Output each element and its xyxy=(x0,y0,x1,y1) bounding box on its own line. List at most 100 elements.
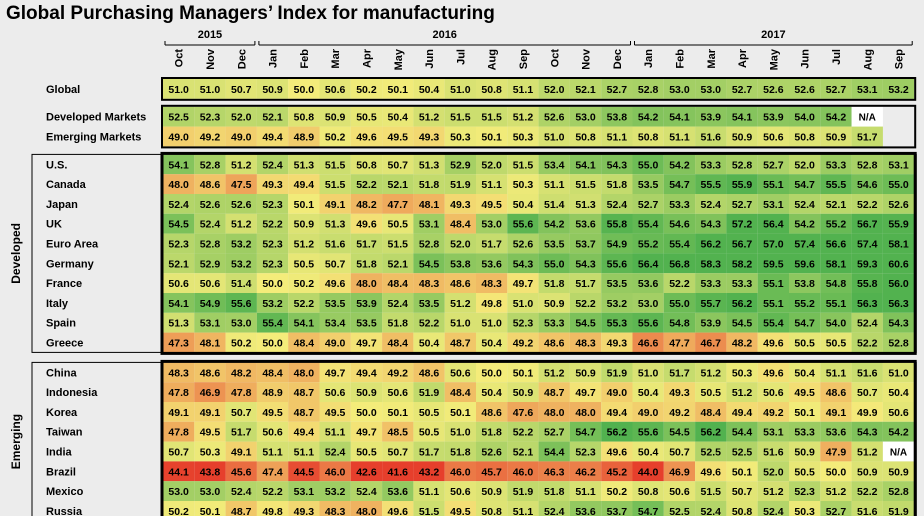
heatmap-cell xyxy=(757,461,789,482)
cell-value: 53.5 xyxy=(607,278,628,290)
cell-value: 50.2 xyxy=(356,84,377,96)
heatmap-cell xyxy=(413,402,445,422)
cell-value: 55.5 xyxy=(701,179,722,191)
heatmap-cell xyxy=(882,441,915,462)
heatmap-cell xyxy=(820,441,852,462)
cell-value: 47.6 xyxy=(513,407,534,419)
month-label: Aug xyxy=(487,49,499,70)
cell-value: 52.0 xyxy=(794,159,815,171)
cell-value: 54.9 xyxy=(607,239,628,251)
cell-value: 52.1 xyxy=(388,258,409,270)
cell-value: 56.2 xyxy=(732,298,753,310)
cell-value: 53.6 xyxy=(638,278,659,290)
cell-value: 51.8 xyxy=(544,486,565,498)
cell-value: 50.8 xyxy=(356,159,377,171)
cell-value: 51.7 xyxy=(231,427,252,439)
heatmap-cell xyxy=(820,293,852,313)
cell-value: 49.4 xyxy=(262,132,283,144)
cell-value: 49.5 xyxy=(388,132,409,144)
heatmap-cell xyxy=(569,174,602,194)
cell-value: 52.4 xyxy=(544,506,565,516)
heatmap-cell xyxy=(288,293,320,313)
cell-value: 56.0 xyxy=(888,278,909,290)
heatmap-cell xyxy=(632,481,664,501)
group-label: Developed xyxy=(9,223,23,284)
cell-value: 47.9 xyxy=(826,447,847,459)
cell-value: 54.1 xyxy=(294,318,315,330)
cell-value: 48.4 xyxy=(450,219,471,231)
heatmap-cell xyxy=(820,253,852,274)
heatmap-cell xyxy=(225,501,257,516)
cell-value: 52.2 xyxy=(669,278,690,290)
cell-value: 53.5 xyxy=(638,179,659,191)
heatmap-cell xyxy=(413,126,445,147)
heatmap-cell xyxy=(350,233,383,254)
heatmap-cell xyxy=(632,154,664,175)
heatmap-cell xyxy=(507,273,539,293)
heatmap-cell xyxy=(851,293,883,313)
heatmap-cell xyxy=(789,362,821,383)
heatmap-cell xyxy=(663,441,696,462)
heatmap-cell xyxy=(476,402,508,422)
cell-value: 54.2 xyxy=(638,112,659,124)
cell-value: 51.1 xyxy=(544,179,565,191)
heatmap-cell xyxy=(225,382,257,402)
heatmap-cell xyxy=(663,481,696,501)
heatmap-cell xyxy=(632,174,664,194)
heatmap-cell xyxy=(538,293,570,313)
cell-value: 49.7 xyxy=(356,427,377,439)
cell-value: 51.0 xyxy=(888,367,909,379)
cell-value: 48.7 xyxy=(231,506,252,516)
cell-value: 53.0 xyxy=(669,84,690,96)
cell-value: 51.2 xyxy=(294,239,315,251)
heatmap-cell xyxy=(882,174,915,194)
cell-value: 51.9 xyxy=(513,486,534,498)
heatmap-cell xyxy=(225,194,257,214)
cell-value: 50.6 xyxy=(763,387,784,399)
heatmap-cell xyxy=(288,382,320,402)
cell-value: 55.1 xyxy=(763,179,784,191)
cell-value: 50.1 xyxy=(450,407,471,419)
cell-value: 52.5 xyxy=(168,112,189,124)
month-label: Sep xyxy=(518,49,530,69)
cell-value: 52.2 xyxy=(262,486,283,498)
cell-value: 53.6 xyxy=(481,258,502,270)
heatmap-cell xyxy=(632,233,664,254)
cell-value: 56.3 xyxy=(888,298,909,310)
cell-value: 58.1 xyxy=(888,239,909,251)
heatmap-cell xyxy=(194,106,226,127)
heatmap-cell xyxy=(569,79,602,99)
cell-value: 52.4 xyxy=(388,298,409,310)
heatmap-cell xyxy=(820,126,852,147)
heatmap-cell xyxy=(569,461,602,482)
heatmap-cell xyxy=(444,481,476,501)
heatmap-cell xyxy=(225,332,257,353)
cell-value: 48.1 xyxy=(419,199,440,211)
month-label: Apr xyxy=(361,48,373,68)
heatmap-cell xyxy=(789,332,821,353)
heatmap-cell xyxy=(726,233,758,254)
cell-value: 51.2 xyxy=(857,447,878,459)
heatmap-cell xyxy=(601,481,633,501)
heatmap-cell xyxy=(695,253,727,274)
heatmap-cell xyxy=(538,174,570,194)
heatmap-cell xyxy=(225,362,257,383)
heatmap-cell xyxy=(413,106,445,127)
heatmap-cell xyxy=(663,253,696,274)
heatmap-cell xyxy=(569,126,602,147)
heatmap-cell xyxy=(382,233,414,254)
heatmap-cell xyxy=(695,461,727,482)
heatmap-cell xyxy=(569,106,602,127)
heatmap-cell xyxy=(444,213,476,234)
heatmap-cell xyxy=(789,273,821,293)
heatmap-cell xyxy=(726,332,758,353)
heatmap-cell xyxy=(663,312,696,333)
heatmap-cell xyxy=(288,106,320,127)
heatmap-cell xyxy=(695,213,727,234)
heatmap-cell xyxy=(538,233,570,254)
heatmap-cell xyxy=(319,253,351,274)
row-label: Germany xyxy=(46,258,95,270)
heatmap-cell xyxy=(382,402,414,422)
heatmap-cell xyxy=(476,194,508,214)
cell-value: 50.7 xyxy=(168,447,189,459)
